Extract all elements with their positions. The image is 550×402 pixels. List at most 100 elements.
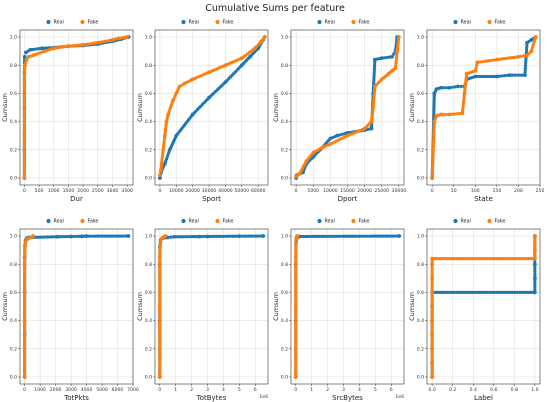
data-point (83, 42, 88, 47)
x-tick-label: 2 (190, 387, 193, 393)
data-point (66, 44, 71, 49)
data-point (470, 256, 474, 261)
data-point (459, 290, 463, 295)
data-point (23, 357, 27, 361)
data-point (158, 302, 162, 306)
y-tick-label: 0.4 (10, 119, 17, 125)
data-point (158, 351, 162, 355)
data-point (497, 57, 501, 61)
data-point (158, 280, 162, 284)
data-point (430, 358, 434, 363)
data-point (524, 61, 528, 66)
axes-frame (426, 228, 541, 385)
x-tick-label: 0.2 (449, 387, 456, 393)
x-tick-label: 500 (35, 188, 44, 194)
data-point (23, 278, 27, 282)
data-point (23, 287, 27, 291)
data-point (205, 234, 210, 239)
x-tick-label: 40000 (218, 188, 233, 194)
legend-label: Real (54, 219, 64, 225)
data-point (431, 158, 435, 162)
data-point (353, 234, 357, 238)
data-point (464, 256, 468, 261)
data-point (515, 290, 519, 295)
x-tick-label: 5000 (96, 387, 108, 393)
data-point (532, 290, 537, 295)
data-point (370, 234, 375, 238)
data-point (430, 354, 434, 358)
data-point (532, 234, 537, 238)
y-tick-label: 0.6 (281, 290, 288, 296)
data-point (382, 56, 386, 60)
data-point (430, 283, 434, 287)
data-point (294, 302, 298, 306)
data-point (432, 102, 436, 107)
data-point (430, 167, 435, 171)
data-point (430, 274, 434, 278)
data-point (507, 56, 511, 60)
legend-marker (46, 19, 51, 25)
data-point (294, 280, 298, 284)
data-point (294, 342, 298, 346)
data-point (117, 234, 121, 238)
axes-frame (19, 228, 134, 385)
data-point (437, 290, 441, 295)
y-tick-label: 0.2 (417, 147, 424, 153)
data-point (430, 281, 434, 285)
y-tick-label: 0.4 (281, 318, 288, 324)
data-point (158, 370, 162, 375)
data-point (455, 290, 459, 295)
x-axis-label: Label (474, 394, 493, 402)
data-point (335, 234, 339, 238)
data-point (364, 234, 368, 238)
data-point (22, 100, 27, 104)
data-point (108, 234, 112, 238)
subplot-dur: 0 500 1000 1500 2000 2500 3000 3500 0.0 0.2 0.4 0.6… (1, 19, 134, 203)
data-point (22, 102, 27, 107)
data-point (42, 46, 46, 50)
data-point (479, 256, 483, 261)
data-point (64, 234, 69, 239)
data-point (22, 75, 27, 79)
data-point (359, 234, 363, 238)
data-point (373, 62, 377, 66)
data-point (23, 355, 27, 359)
data-point (394, 56, 399, 60)
data-point (372, 78, 376, 82)
data-point (508, 256, 512, 261)
data-point (22, 248, 27, 253)
data-point (219, 234, 223, 238)
data-point (22, 154, 27, 158)
data-point (22, 84, 27, 88)
data-point (490, 290, 495, 295)
y-axis-label: Cumsum (1, 292, 9, 321)
data-point (256, 234, 261, 238)
data-point (22, 160, 27, 164)
data-point (517, 256, 521, 261)
data-point (112, 234, 117, 238)
data-point (457, 256, 461, 261)
data-point (396, 35, 401, 39)
data-point (23, 343, 27, 347)
data-point (23, 364, 27, 368)
legend-label: Real (54, 20, 64, 26)
data-point (71, 44, 75, 48)
y-tick-label: 0.0 (145, 176, 152, 182)
data-point (23, 273, 27, 278)
data-point (22, 262, 27, 267)
data-point (310, 234, 314, 239)
data-point (430, 356, 434, 360)
data-point (430, 171, 434, 176)
data-point (388, 234, 392, 238)
legend-label: Real (325, 219, 335, 225)
subplot-sport: 0 10000 20000 30000 40000 50000 60000 0.0 0.2 0.4… (136, 20, 269, 203)
data-point (432, 131, 436, 135)
y-tick-label: 0.2 (10, 346, 17, 352)
data-point (397, 234, 402, 238)
data-point (433, 117, 438, 121)
data-point (513, 256, 517, 261)
x-tick-label: 0 (295, 188, 298, 194)
data-point (46, 235, 50, 239)
data-point (208, 234, 212, 239)
data-point (468, 256, 472, 261)
